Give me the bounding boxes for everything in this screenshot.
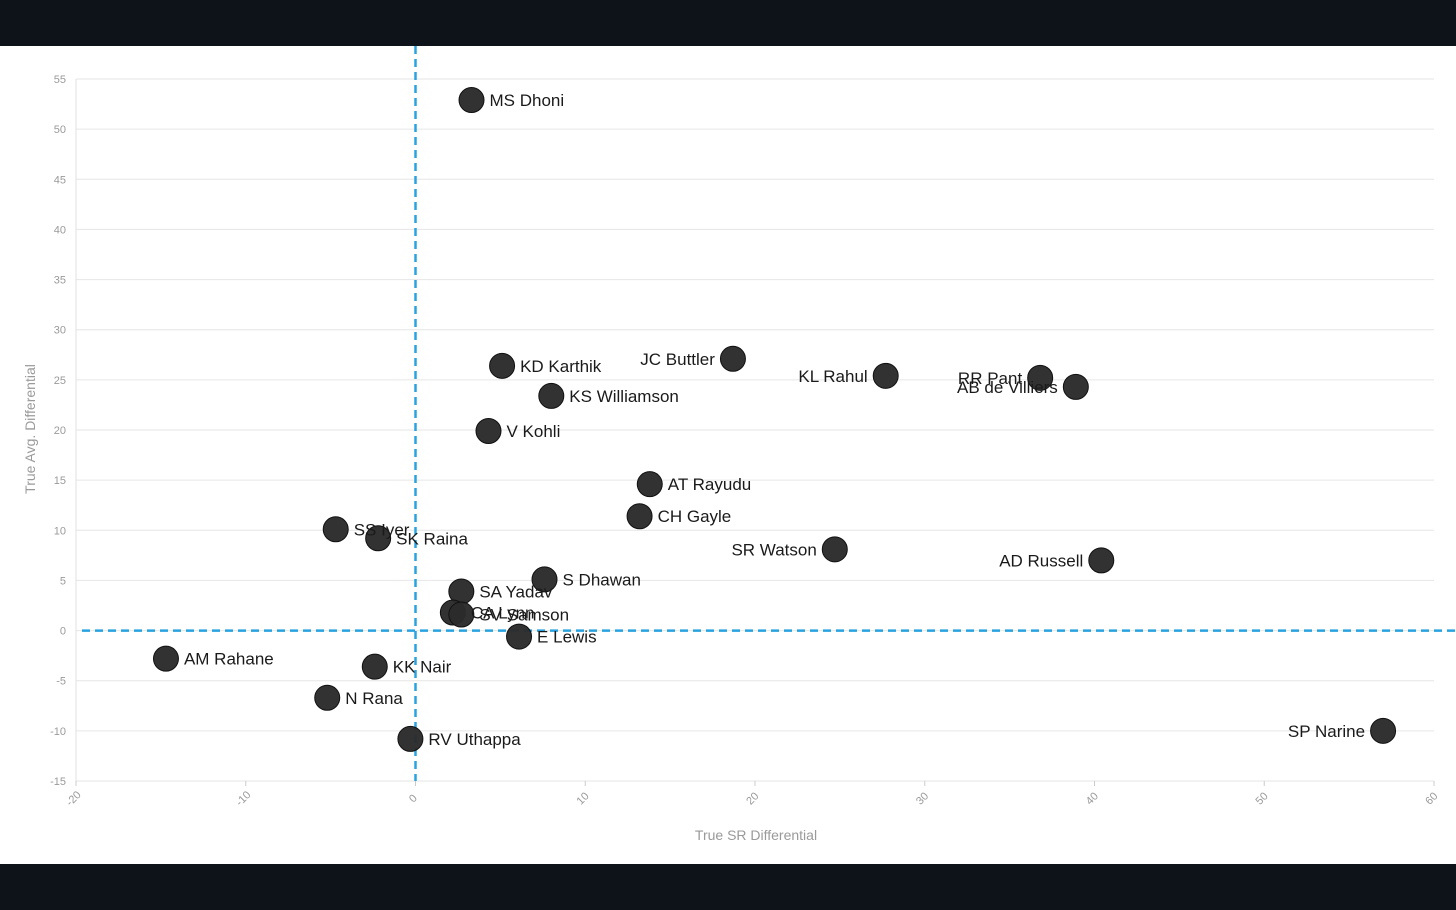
- data-point: [365, 525, 392, 552]
- point-label: CA Lynn: [471, 604, 535, 623]
- data-point: [458, 87, 485, 114]
- data-point: [397, 725, 424, 752]
- point-label: SK Raina: [396, 529, 468, 548]
- point-label: CH Gayle: [658, 507, 732, 526]
- y-tick-label: 20: [54, 425, 66, 437]
- x-tick-label: -20: [64, 789, 84, 809]
- data-point: [719, 345, 746, 372]
- data-point: [448, 601, 475, 628]
- point-label: AM Rahane: [184, 650, 274, 669]
- data-point: [1370, 717, 1397, 744]
- point-label: JC Buttler: [640, 350, 715, 369]
- point-labels: MS Dhoni KD Karthik JC Buttler KL Rahul RR P…: [184, 91, 1365, 749]
- point-label: AT Rayudu: [668, 475, 751, 494]
- chart-background: [0, 46, 1456, 864]
- x-axis-title: True SR Differential: [695, 827, 817, 843]
- point-label: KD Karthik: [520, 357, 602, 376]
- y-tick-label: 0: [60, 626, 66, 638]
- point-label: E Lewis: [537, 628, 597, 647]
- x-tick-label: 0: [407, 792, 420, 805]
- point-label: SV Samson: [479, 606, 569, 625]
- data-point: [538, 382, 565, 409]
- x-tick-label: 60: [1423, 790, 1440, 807]
- y-tick-label: 25: [54, 375, 66, 387]
- y-tick-label: -15: [50, 776, 66, 788]
- y-tick-label: 10: [54, 525, 66, 537]
- point-label: KS Williamson: [569, 387, 679, 406]
- point-label: S Dhawan: [563, 570, 641, 589]
- point-label: KL Rahul: [798, 367, 867, 386]
- point-label: SR Watson: [731, 540, 816, 559]
- axis-ticks: -15 -10 -5 0 5 10 15 20 25 30 35 40 45 50 55 -20 -10 0 10 2…: [50, 74, 1440, 809]
- y-tick-label: 5: [60, 575, 66, 587]
- y-tick-label: 40: [54, 224, 66, 236]
- data-point: [531, 566, 558, 593]
- data-point: [821, 536, 848, 563]
- point-label: SP Narine: [1288, 722, 1365, 741]
- data-point: [626, 503, 653, 530]
- point-label: N Rana: [345, 689, 403, 708]
- data-point: [475, 418, 502, 445]
- point-label: RR Pant: [958, 369, 1023, 388]
- data-point: [1027, 364, 1054, 391]
- point-label: RV Uthappa: [428, 730, 521, 749]
- x-tick-label: 40: [1084, 790, 1101, 807]
- data-point: [489, 352, 516, 379]
- top-letterbox-bar: [0, 0, 1456, 46]
- point-label: V Kohli: [506, 422, 560, 441]
- data-point: [322, 516, 349, 543]
- point-label: AB de Villiers: [957, 378, 1058, 397]
- x-tick-label: -10: [234, 789, 254, 809]
- data-point: [636, 471, 663, 498]
- point-label: AD Russell: [999, 551, 1083, 570]
- reference-lines: [82, 46, 1456, 781]
- data-point: [506, 623, 533, 650]
- y-tick-label: 55: [54, 74, 66, 86]
- data-point: [1088, 547, 1115, 574]
- data-point: [872, 362, 899, 389]
- y-tick-label: 45: [54, 174, 66, 186]
- data-points: [152, 87, 1397, 752]
- bottom-letterbox-bar: [0, 864, 1456, 910]
- x-tick-label: 20: [744, 790, 761, 807]
- y-tick-label: 30: [54, 325, 66, 337]
- point-label: SA Yadav: [479, 582, 553, 601]
- grid-lines: [75, 78, 1435, 786]
- y-axis-title: True Avg. Differential: [22, 364, 38, 494]
- data-point: [314, 684, 341, 711]
- point-label: SS Iyer: [354, 520, 410, 539]
- y-tick-label: 50: [54, 124, 66, 136]
- data-point: [1062, 373, 1089, 400]
- y-tick-label: -10: [50, 726, 66, 738]
- scatter-chart: -15 -10 -5 0 5 10 15 20 25 30 35 40 45 50 55 -20 -10 0 10 2…: [22, 46, 1456, 843]
- y-tick-label: 15: [54, 475, 66, 487]
- data-point: [152, 645, 179, 672]
- x-tick-label: 50: [1254, 790, 1271, 807]
- y-tick-label: 35: [54, 275, 66, 287]
- x-tick-label: 10: [575, 790, 592, 807]
- y-tick-label: -5: [56, 676, 66, 688]
- data-point: [361, 653, 388, 680]
- point-label: MS Dhoni: [490, 91, 565, 110]
- x-tick-label: 30: [914, 790, 931, 807]
- point-label: KK Nair: [393, 658, 452, 677]
